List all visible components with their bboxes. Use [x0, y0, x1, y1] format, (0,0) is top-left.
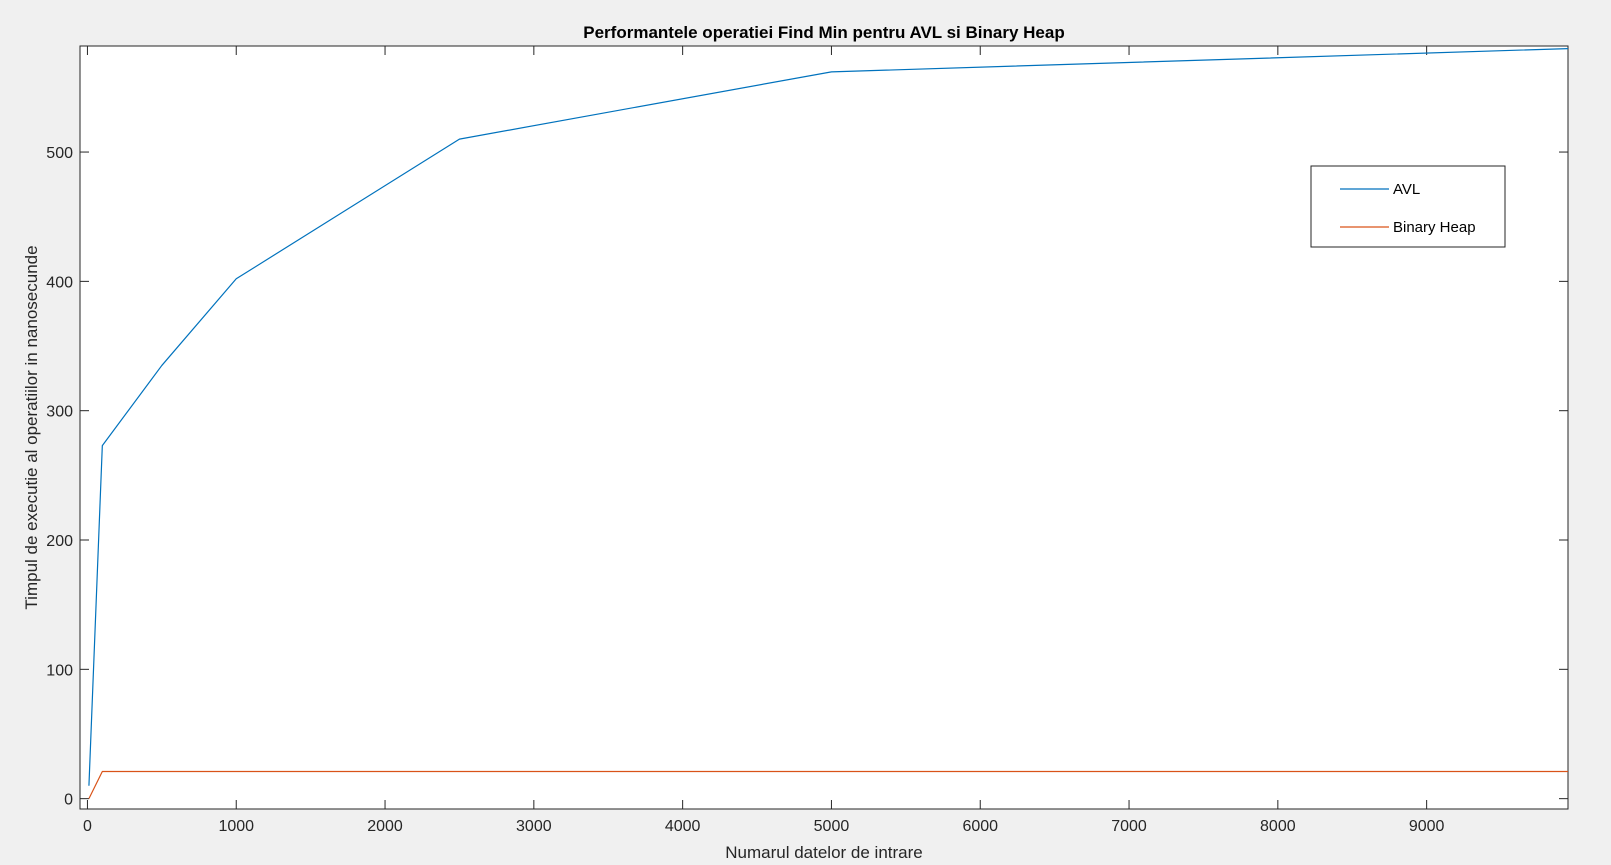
legend-label-1: Binary Heap — [1393, 219, 1476, 236]
y-tick-label: 100 — [46, 662, 73, 679]
x-tick-label: 3000 — [516, 818, 552, 835]
series-line-0 — [88, 47, 1569, 786]
legend-items: AVL Binary Heap — [1340, 181, 1476, 236]
x-tick-label: 4000 — [665, 818, 701, 835]
chart-title: Performantele operatiei Find Min pentru … — [583, 23, 1064, 42]
series-line-1 — [88, 770, 1568, 799]
x-tick-label: 9000 — [1409, 818, 1445, 835]
legend-label-0: AVL — [1393, 181, 1420, 198]
ticks-layer: 0 1000 2000 3000 4000 5000 6000 7000 8000 9000 0 10… — [46, 46, 1568, 835]
y-axis-title: Timpul de executie al operatiilor in nan… — [22, 245, 41, 609]
series-layer — [88, 47, 1569, 799]
x-tick-label: 1000 — [218, 818, 254, 835]
legend: AVL Binary Heap — [1310, 165, 1506, 248]
legend-box — [1310, 165, 1506, 248]
plot-area — [79, 45, 1569, 810]
x-tick-label: 2000 — [367, 818, 403, 835]
x-axis-title: Numarul datelor de intrare — [725, 843, 922, 862]
x-tick-label: 6000 — [962, 818, 998, 835]
x-tick-label: 7000 — [1111, 818, 1147, 835]
y-tick-label: 400 — [46, 274, 73, 291]
x-tick-label: 0 — [83, 818, 92, 835]
y-tick-label: 200 — [46, 533, 73, 550]
y-tick-label: 300 — [46, 404, 73, 421]
x-tick-label: 5000 — [814, 818, 850, 835]
y-tick-label: 500 — [46, 145, 73, 162]
x-tick-label: 8000 — [1260, 818, 1296, 835]
y-tick-label: 0 — [64, 792, 73, 809]
